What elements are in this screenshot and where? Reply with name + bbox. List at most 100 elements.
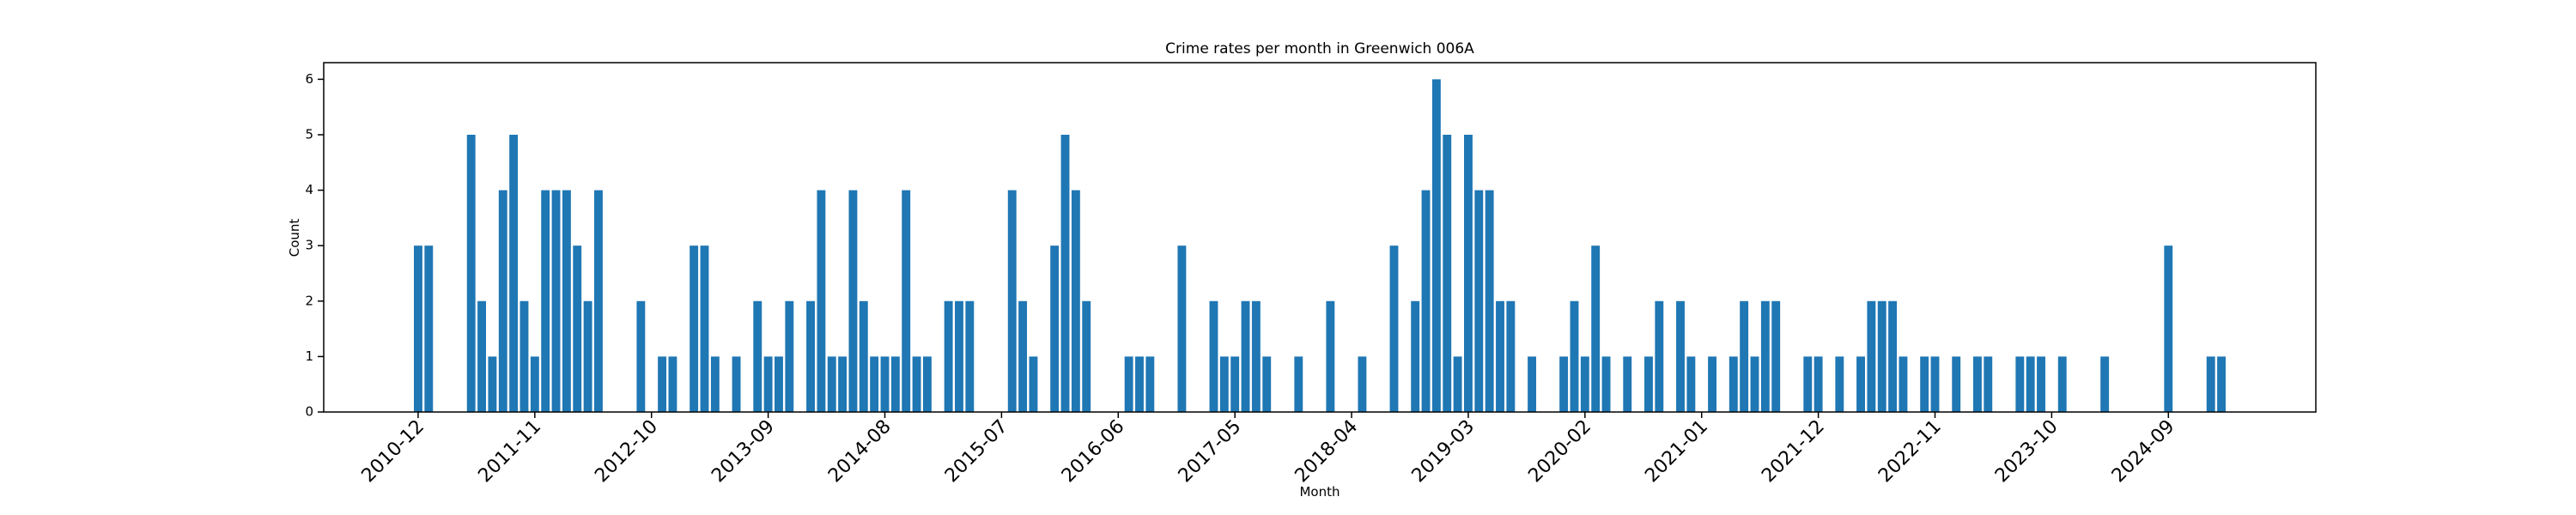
bar	[1485, 190, 1494, 413]
bar	[880, 356, 890, 412]
bar	[1580, 356, 1589, 412]
x-tick-label: 2021-12	[1758, 416, 1829, 488]
bar	[1877, 300, 1886, 412]
x-tick-label: 2013-09	[708, 416, 779, 488]
bar	[1835, 356, 1844, 412]
bar	[1728, 356, 1738, 412]
bar	[2057, 356, 2067, 412]
x-tick-label: 2020-02	[1524, 416, 1595, 488]
bar	[775, 356, 783, 412]
bar	[806, 300, 815, 412]
bar	[1559, 356, 1569, 412]
bar	[1124, 356, 1133, 412]
bar	[859, 300, 868, 412]
bar	[1145, 356, 1155, 412]
y-axis-label: Count	[287, 219, 302, 258]
bar	[817, 190, 826, 413]
bar	[636, 300, 646, 412]
bar	[1007, 190, 1017, 413]
bar	[1060, 134, 1070, 412]
bar	[1389, 245, 1399, 412]
bar	[1431, 79, 1441, 412]
bar	[1251, 300, 1261, 412]
bar	[1972, 356, 1982, 412]
bar	[477, 300, 487, 412]
bar	[1421, 190, 1431, 413]
bar	[541, 190, 550, 413]
bar	[1803, 356, 1813, 412]
x-tick-label: 2018-04	[1291, 416, 1363, 488]
x-tick-label: 2023-10	[1991, 416, 2063, 488]
bar	[1686, 356, 1696, 412]
x-axis-label: Month	[1299, 484, 1340, 500]
bar	[583, 300, 592, 412]
bar	[1506, 300, 1516, 412]
bar	[1570, 300, 1579, 412]
bar	[1655, 300, 1664, 412]
bar	[1241, 300, 1250, 412]
y-tick-label: 0	[305, 404, 313, 420]
chart-title: Crime rates per month in Greenwich 006A	[1165, 40, 1474, 58]
bar	[902, 190, 911, 413]
bar	[1760, 300, 1770, 412]
bar	[753, 300, 762, 412]
bar	[1888, 300, 1898, 412]
bar	[1708, 356, 1717, 412]
bar	[1358, 356, 1367, 412]
bar	[414, 245, 422, 412]
x-tick-label: 2017-05	[1175, 416, 1246, 488]
bar	[1930, 356, 1940, 412]
bar	[890, 356, 900, 412]
bar	[1771, 300, 1781, 412]
bar	[1230, 356, 1240, 412]
x-tick-label: 2015-07	[941, 416, 1012, 488]
bar	[1676, 300, 1685, 412]
bar	[1920, 356, 1929, 412]
bar	[965, 300, 975, 412]
bar	[700, 245, 709, 412]
bar	[732, 356, 741, 412]
bar	[1411, 300, 1420, 412]
bar	[509, 134, 519, 412]
bar	[498, 190, 507, 413]
bar	[1453, 356, 1462, 412]
bar	[1984, 356, 1993, 412]
x-tick-label: 2011-11	[474, 416, 545, 488]
x-tick-label: 2016-06	[1058, 416, 1129, 488]
y-tick-label: 3	[305, 238, 313, 253]
bar	[955, 300, 963, 412]
plot-frame	[323, 62, 2317, 413]
y-tick-label: 5	[305, 126, 313, 142]
bar	[1071, 190, 1080, 413]
x-tick-label: 2024-09	[2108, 416, 2179, 488]
bar	[1443, 134, 1452, 412]
bar	[551, 190, 561, 413]
bar	[1899, 356, 1908, 412]
y-tick-label: 6	[305, 71, 313, 87]
x-tick-label: 2010-12	[358, 416, 429, 488]
bar	[870, 356, 879, 412]
bar	[1740, 300, 1749, 412]
bar	[594, 190, 603, 413]
x-tick-label: 2022-11	[1874, 416, 1946, 488]
y-tick-label: 2	[305, 293, 313, 308]
bar	[922, 356, 932, 412]
bar	[1528, 356, 1537, 412]
y-tick-label: 1	[305, 348, 313, 364]
bar	[1209, 300, 1218, 412]
bar	[2100, 356, 2110, 412]
bar	[1750, 356, 1759, 412]
bar	[1029, 356, 1038, 412]
bar	[1856, 356, 1865, 412]
bar	[424, 245, 434, 412]
bar	[519, 300, 529, 412]
bar	[1177, 245, 1187, 412]
bar	[1326, 300, 1335, 412]
bar	[785, 300, 794, 412]
bar	[2164, 245, 2173, 412]
bar	[466, 134, 476, 412]
bar	[944, 300, 953, 412]
bar	[690, 245, 699, 412]
bar	[1294, 356, 1303, 412]
